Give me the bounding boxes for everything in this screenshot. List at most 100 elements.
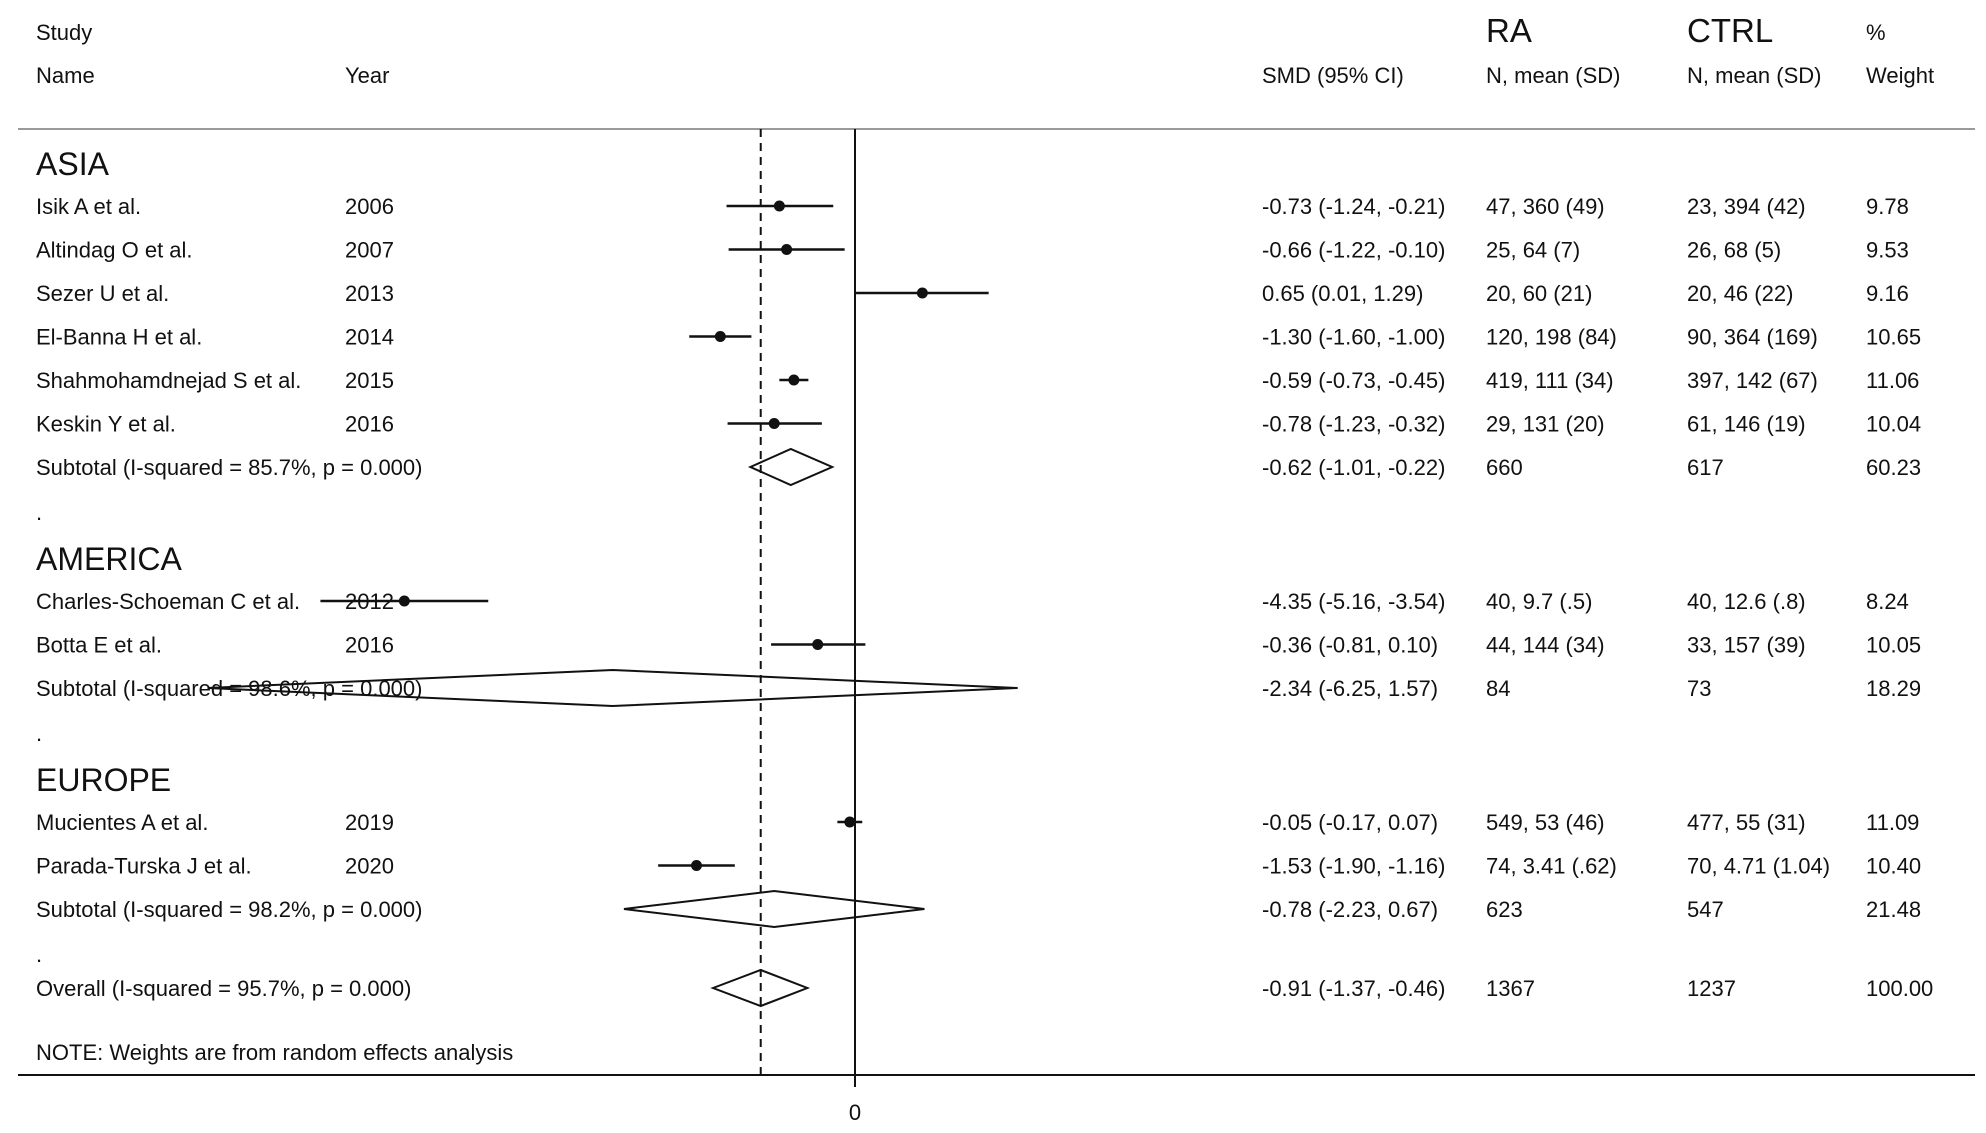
study-year: 2006 (345, 194, 394, 219)
study-point (781, 244, 793, 255)
study-year: 2020 (345, 854, 394, 879)
subtotal-smd-ci: -2.34 (-6.25, 1.57) (1262, 676, 1438, 701)
subtotal-ra: 660 (1486, 455, 1523, 480)
study-ctrl: 23, 394 (42) (1687, 194, 1806, 219)
header-weight: Weight (1866, 63, 1934, 88)
study-smd-ci: -1.30 (-1.60, -1.00) (1262, 325, 1445, 350)
subtotal-diamond (207, 668, 1018, 708)
study-point (844, 816, 856, 828)
study-smd-ci: -0.36 (-0.81, 0.10) (1262, 633, 1438, 658)
study-smd-ci: -0.73 (-1.24, -0.21) (1262, 194, 1445, 219)
study-point (690, 860, 702, 871)
header-ctrl-title: CTRL (1687, 12, 1773, 49)
weights-note: NOTE: Weights are from random effects an… (36, 1040, 513, 1065)
study-smd-ci: 0.65 (0.01, 1.29) (1262, 281, 1423, 306)
study-ctrl: 477, 55 (31) (1687, 810, 1806, 835)
subtotal-diamond (623, 889, 925, 929)
subtotal-ctrl: 617 (1687, 455, 1724, 480)
study-year: 2007 (345, 238, 394, 263)
group-separator: . (36, 721, 42, 746)
header-smd: SMD (95% CI) (1262, 63, 1404, 88)
study-ctrl: 40, 12.6 (.8) (1687, 589, 1806, 614)
group-heading: AMERICA (36, 541, 182, 577)
overall-ctrl: 1237 (1687, 976, 1736, 1001)
study-weight: 11.09 (1866, 810, 1919, 835)
header-ctrl-sub: N, mean (SD) (1687, 63, 1821, 88)
study-smd-ci: -0.66 (-1.22, -0.10) (1262, 238, 1445, 263)
subtotal-ra: 623 (1486, 897, 1523, 922)
header-weight-pct: % (1866, 20, 1886, 45)
study-point (398, 595, 410, 607)
study-name: Keskin Y et al. (36, 412, 176, 437)
study-ra: 120, 198 (84) (1486, 325, 1617, 350)
study-point (768, 418, 780, 429)
subtotal-label: Subtotal (I-squared = 85.7%, p = 0.000) (36, 455, 422, 480)
study-name: Botta E et al. (36, 633, 162, 658)
study-year: 2013 (345, 281, 394, 306)
study-ctrl: 397, 142 (67) (1687, 368, 1818, 393)
study-year: 2014 (345, 325, 394, 350)
group-separator: . (36, 942, 42, 967)
group-separator: . (36, 500, 42, 525)
study-ra: 74, 3.41 (.62) (1486, 854, 1617, 879)
study-smd-ci: -0.59 (-0.73, -0.45) (1262, 368, 1445, 393)
study-name: Sezer U et al. (36, 281, 169, 306)
study-name: Isik A et al. (36, 194, 141, 219)
study-name: Mucientes A et al. (36, 810, 208, 835)
overall-ra: 1367 (1486, 976, 1535, 1001)
study-ra: 20, 60 (21) (1486, 281, 1592, 306)
study-smd-ci: -4.35 (-5.16, -3.54) (1262, 589, 1445, 614)
subtotal-ra: 84 (1486, 676, 1510, 701)
overall-label: Overall (I-squared = 95.7%, p = 0.000) (36, 976, 411, 1001)
header-year: Year (345, 63, 389, 88)
study-weight: 9.16 (1866, 281, 1909, 306)
study-ra: 47, 360 (49) (1486, 194, 1605, 219)
study-weight: 10.40 (1866, 854, 1921, 879)
study-ra: 419, 111 (34) (1486, 368, 1614, 393)
study-name: Parada-Turska J et al. (36, 854, 252, 879)
study-weight: 10.05 (1866, 633, 1921, 658)
study-weight: 11.06 (1866, 368, 1919, 393)
study-weight: 10.04 (1866, 412, 1921, 437)
subtotal-smd-ci: -0.62 (-1.01, -0.22) (1262, 455, 1445, 480)
study-point (788, 374, 800, 386)
subtotal-ctrl: 547 (1687, 897, 1724, 922)
study-point (812, 639, 824, 650)
study-ra: 40, 9.7 (.5) (1486, 589, 1592, 614)
study-point (773, 200, 785, 212)
subtotal-weight: 60.23 (1866, 455, 1921, 480)
study-ctrl: 70, 4.71 (1.04) (1687, 854, 1830, 879)
study-point (916, 287, 928, 299)
group-heading: ASIA (36, 146, 110, 182)
header-ra-title: RA (1486, 12, 1532, 49)
x-tick-label: 0 (849, 1100, 861, 1125)
subtotal-ctrl: 73 (1687, 676, 1711, 701)
overall-weight: 100.00 (1866, 976, 1933, 1001)
subtotal-weight: 18.29 (1866, 676, 1921, 701)
study-name: Charles-Schoeman C et al. (36, 589, 300, 614)
study-weight: 9.53 (1866, 238, 1909, 263)
subtotal-label: Subtotal (I-squared = 98.2%, p = 0.000) (36, 897, 422, 922)
study-weight: 8.24 (1866, 589, 1909, 614)
study-ra: 44, 144 (34) (1486, 633, 1605, 658)
group-heading: EUROPE (36, 762, 171, 798)
study-ctrl: 90, 364 (169) (1687, 325, 1818, 350)
study-year: 2019 (345, 810, 394, 835)
header-ra-sub: N, mean (SD) (1486, 63, 1620, 88)
study-ctrl: 33, 157 (39) (1687, 633, 1806, 658)
header-study: Study (36, 20, 92, 45)
study-weight: 10.65 (1866, 325, 1921, 350)
study-year: 2016 (345, 633, 394, 658)
study-ctrl: 26, 68 (5) (1687, 238, 1781, 263)
study-ra: 549, 53 (46) (1486, 810, 1605, 835)
study-smd-ci: -0.78 (-1.23, -0.32) (1262, 412, 1445, 437)
study-ctrl: 20, 46 (22) (1687, 281, 1793, 306)
subtotal-diamond (747, 447, 835, 487)
study-year: 2016 (345, 412, 394, 437)
study-ra: 29, 131 (20) (1486, 412, 1605, 437)
subtotal-weight: 21.48 (1866, 897, 1921, 922)
header-name: Name (36, 63, 95, 88)
study-point (714, 331, 726, 342)
subtotal-smd-ci: -0.78 (-2.23, 0.67) (1262, 897, 1438, 922)
